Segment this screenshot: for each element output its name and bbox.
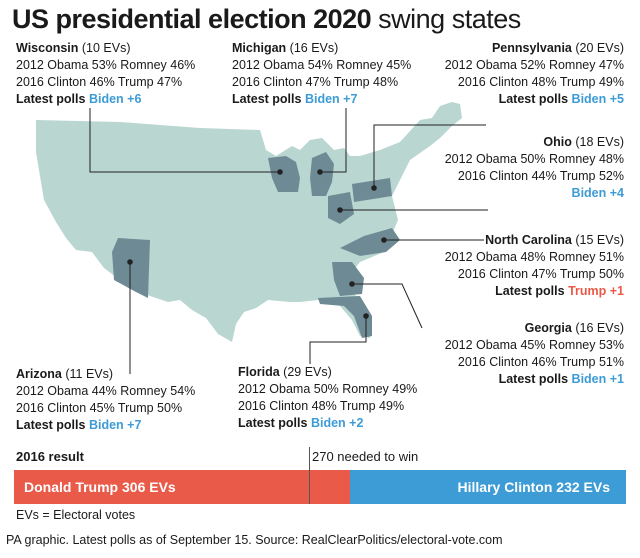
ev-note: EVs = Electoral votes — [16, 508, 136, 522]
state-arizona — [112, 238, 150, 298]
threshold-270-line — [309, 447, 310, 504]
result-label: 2016 result — [16, 449, 84, 464]
state-evs: (29 EVs) — [283, 365, 332, 379]
result-2012: 2012 Obama 53% Romney 46% — [16, 58, 196, 72]
title-bold: US presidential election 2020 — [12, 4, 372, 34]
annotation-georgia: Georgia (16 EVs) 2012 Obama 45% Romney 5… — [445, 320, 624, 388]
result-2012: 2012 Obama 44% Romney 54% — [16, 384, 196, 398]
leader-florida — [309, 316, 367, 364]
annotation-florida: Florida (29 EVs) 2012 Obama 50% Romney 4… — [238, 364, 417, 432]
state-evs: (20 EVs) — [575, 41, 624, 55]
source-credit: PA graphic. Latest polls as of September… — [6, 533, 503, 547]
leader-lines — [89, 108, 488, 374]
state-name: Georgia — [524, 321, 572, 335]
annotation-wisconsin: Wisconsin (10 EVs) 2012 Obama 53% Romney… — [16, 40, 195, 108]
needed-to-win: 270 needed to win — [312, 449, 419, 464]
polls-label: Latest polls — [498, 372, 569, 386]
dot-michigan — [317, 169, 323, 175]
state-michigan — [310, 152, 334, 196]
result-2016: 2016 Clinton 44% Trump 52% — [457, 169, 624, 183]
dot-ohio — [337, 207, 343, 213]
state-evs: (10 EVs) — [81, 41, 131, 55]
dot-pennsylvania — [371, 185, 377, 191]
polls-label: Latest polls — [16, 418, 86, 432]
polls-value: Biden +1 — [571, 372, 624, 386]
state-georgia — [332, 262, 364, 296]
state-florida — [318, 296, 372, 338]
title-light: swing states — [378, 4, 521, 34]
state-evs: (16 EVs) — [575, 321, 624, 335]
leader-michigan — [320, 108, 347, 173]
leader-pennsylvania — [373, 124, 486, 188]
polls-value: Biden +7 — [88, 418, 142, 432]
polls-value: Biden +6 — [88, 92, 142, 106]
result-2012: 2012 Obama 50% Romney 48% — [444, 152, 624, 166]
state-wisconsin — [268, 156, 300, 192]
annotation-ohio: Ohio (18 EVs) 2012 Obama 50% Romney 48% … — [445, 134, 624, 202]
us-mainland — [36, 102, 462, 342]
annotation-arizona: Arizona (11 EVs) 2012 Obama 44% Romney 5… — [16, 366, 195, 434]
dot-georgia — [349, 281, 355, 287]
leader-wisconsin — [89, 108, 280, 173]
result-2016: 2016 Clinton 48% Trump 49% — [238, 399, 405, 413]
result-2012: 2012 Obama 52% Romney 47% — [444, 58, 624, 72]
annotation-michigan: Michigan (16 EVs) 2012 Obama 54% Romney … — [232, 40, 411, 108]
dot-florida — [363, 313, 369, 319]
dot-north-carolina — [381, 237, 387, 243]
clinton-result-bar: Hillary Clinton 232 EVs — [350, 470, 626, 504]
polls-value: Trump +1 — [568, 284, 624, 298]
polls-value: Biden +2 — [310, 416, 364, 430]
state-evs: (16 EVs) — [289, 41, 339, 55]
state-pennsylvania — [352, 178, 392, 202]
polls-value: Biden +5 — [571, 92, 624, 106]
polls-label: Latest polls — [16, 92, 86, 106]
state-evs: (11 EVs) — [65, 367, 114, 381]
result-2016: 2016 Clinton 48% Trump 49% — [457, 75, 624, 89]
result-2016: 2016 Clinton 46% Trump 51% — [457, 355, 624, 369]
annotation-pennsylvania: Pennsylvania (20 EVs) 2012 Obama 52% Rom… — [445, 40, 624, 108]
state-name: Michigan — [232, 41, 287, 55]
polls-value: Biden +4 — [571, 186, 624, 200]
state-name: Ohio — [543, 135, 572, 149]
state-evs: (15 EVs) — [575, 233, 624, 247]
polls-label: Latest polls — [232, 92, 302, 106]
state-evs: (18 EVs) — [575, 135, 624, 149]
polls-label: Latest polls — [495, 284, 565, 298]
state-north-carolina — [340, 228, 400, 256]
state-name: North Carolina — [485, 233, 572, 247]
result-2012: 2012 Obama 50% Romney 49% — [238, 382, 418, 396]
result-2016: 2016 Clinton 47% Trump 50% — [457, 267, 624, 281]
result-2016: 2016 Clinton 46% Trump 47% — [16, 75, 183, 89]
state-name: Florida — [238, 365, 280, 379]
leader-dots — [127, 169, 387, 319]
trump-result-bar: Donald Trump 306 EVs — [14, 470, 350, 504]
annotation-north-carolina: North Carolina (15 EVs) 2012 Obama 48% R… — [445, 232, 624, 300]
result-2016: 2016 Clinton 45% Trump 50% — [16, 401, 183, 415]
result-2016: 2016 Clinton 47% Trump 48% — [232, 75, 399, 89]
polls-label: Latest polls — [238, 416, 308, 430]
result-2012: 2012 Obama 45% Romney 53% — [444, 338, 624, 352]
dot-arizona — [127, 259, 133, 265]
page-title: US presidential election 2020 swing stat… — [12, 4, 521, 35]
state-name: Arizona — [16, 367, 62, 381]
dot-wisconsin — [277, 169, 283, 175]
leader-georgia — [352, 283, 423, 329]
result-2012: 2012 Obama 48% Romney 51% — [444, 250, 624, 264]
state-name: Pennsylvania — [491, 41, 572, 55]
state-name: Wisconsin — [16, 41, 79, 55]
result-2012: 2012 Obama 54% Romney 45% — [232, 58, 412, 72]
polls-value: Biden +7 — [304, 92, 358, 106]
polls-label: Latest polls — [498, 92, 569, 106]
